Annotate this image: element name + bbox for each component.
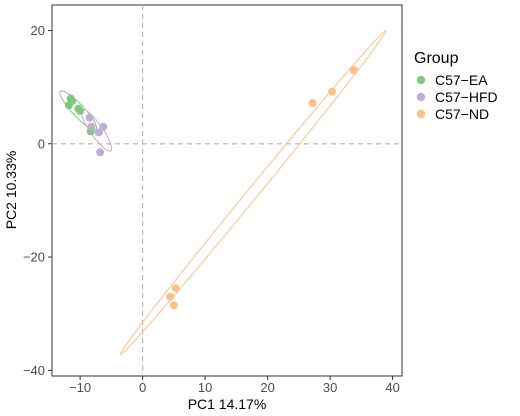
point-series-2-4	[166, 292, 175, 301]
point-series-0-2	[64, 101, 73, 110]
legend-label-2: C57−ND	[435, 106, 489, 122]
legend-label-1: C57−HFD	[435, 89, 498, 105]
point-series-1-0	[85, 113, 94, 122]
legend-swatch-2	[416, 109, 426, 119]
x-tick-label: 10	[198, 380, 212, 395]
y-axis-ticks: −40 −20 0 20	[23, 23, 52, 378]
x-axis-title: PC1 14.17%	[188, 396, 267, 412]
point-series-2-3	[171, 284, 180, 293]
x-tick-label: 0	[139, 380, 146, 395]
legend-swatch-1	[416, 92, 426, 102]
point-series-2-2	[308, 98, 317, 107]
y-tick-label: −20	[23, 250, 45, 265]
legend-swatch-0	[416, 75, 426, 85]
point-series-0-4	[76, 106, 85, 115]
y-tick-label: 0	[38, 136, 45, 151]
point-series-2-0	[349, 66, 358, 75]
x-axis-ticks: −10 0 10 20 30 40	[69, 376, 400, 395]
y-axis-title: PC2 10.33%	[3, 151, 19, 230]
legend-label-0: C57−EA	[435, 72, 488, 88]
point-series-1-2	[99, 122, 108, 131]
ellipse-series-2	[120, 30, 387, 355]
x-tick-label: 30	[323, 380, 337, 395]
point-series-1-4	[96, 148, 105, 157]
y-tick-label: 20	[31, 23, 45, 38]
point-series-1-3	[94, 128, 103, 137]
x-tick-label: −10	[69, 380, 91, 395]
y-tick-label: −40	[23, 363, 45, 378]
point-series-2-5	[169, 301, 178, 310]
point-series-1-1	[87, 122, 96, 131]
point-series-2-1	[328, 87, 336, 96]
x-tick-label: 40	[385, 380, 399, 395]
x-tick-label: 20	[260, 380, 274, 395]
data-points	[64, 66, 358, 310]
legend-title: Group	[414, 50, 459, 67]
plot-panel	[51, 4, 403, 377]
